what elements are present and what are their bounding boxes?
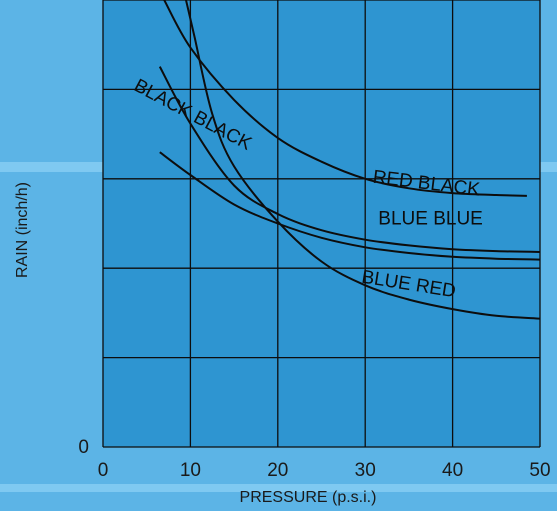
series-line-red-black — [163, 0, 527, 197]
plot-area — [103, 0, 540, 447]
curve-label-blue-blue: BLUE BLUE — [378, 208, 483, 229]
y-axis-label: RAIN (inch/h) — [14, 182, 31, 278]
x-tick-label: 10 — [180, 460, 201, 481]
x-tick-label: 20 — [267, 460, 288, 481]
y-tick-label: 0 — [78, 437, 89, 458]
series-line-black-black — [159, 151, 541, 261]
x-axis-label: PRESSURE (p.s.i.) — [240, 489, 377, 506]
x-tick-label: 40 — [442, 460, 463, 481]
x-tick-label: 50 — [529, 460, 550, 481]
series-lines — [158, 0, 541, 320]
tick-labels: 0 10 20 30 40 50 0 — [78, 437, 550, 481]
x-tick-label: 30 — [355, 460, 376, 481]
series-line-blue-blue — [158, 66, 541, 253]
series-line-blue-red — [185, 0, 541, 320]
grid-lines — [102, 0, 541, 448]
background-band — [0, 484, 557, 492]
x-tick-label: 0 — [98, 460, 109, 481]
